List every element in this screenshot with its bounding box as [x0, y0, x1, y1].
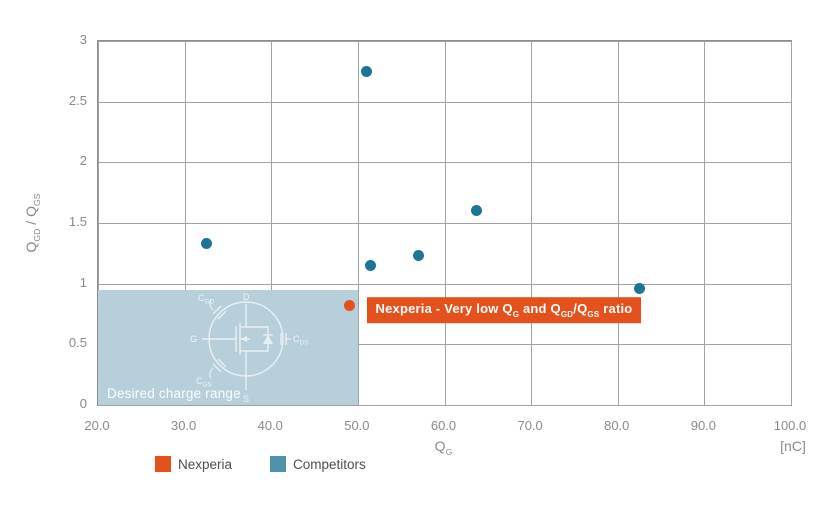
x-tick-label: 40.0	[257, 418, 283, 433]
horizontal-gridline	[98, 41, 791, 42]
cds-capacitor-icon	[280, 332, 291, 345]
mosfet-capacitance-diagram: D G S CGD CGS CDS	[190, 292, 309, 404]
competitors-data-point	[200, 238, 212, 250]
x-axis-title: QG	[434, 438, 453, 457]
horizontal-gridline	[98, 283, 791, 285]
vertical-gridline	[791, 41, 792, 405]
x-tick-label: 50.0	[344, 418, 370, 433]
horizontal-gridline	[98, 405, 791, 406]
desired-charge-range-label: Desired charge range	[107, 385, 241, 401]
y-tick-label: 2	[79, 153, 87, 169]
legend-label: Nexperia	[178, 456, 233, 472]
competitors-data-point	[633, 283, 645, 295]
drain-label: D	[243, 292, 250, 302]
x-tick-label: 90.0	[690, 418, 717, 433]
competitors-data-point	[365, 259, 377, 271]
competitors-data-point	[471, 205, 483, 217]
x-tick-label: 80.0	[604, 418, 630, 433]
horizontal-gridline	[98, 223, 791, 224]
competitors-legend-swatch	[270, 456, 287, 472]
nexperia-data-point	[343, 300, 355, 311]
legend: Nexperia Competitors	[155, 456, 366, 472]
horizontal-gridline	[98, 101, 791, 103]
cgs-capacitor-icon	[209, 358, 227, 379]
y-tick-label: 1.5	[68, 214, 87, 229]
x-axis-unit: [nC]	[780, 438, 806, 454]
x-tick-label: 20.0	[84, 418, 110, 433]
y-tick-label: 3	[79, 32, 87, 47]
nexperia-legend-swatch	[155, 456, 171, 472]
x-tick-label: 30.0	[170, 418, 197, 433]
x-tick-label: 100.0	[773, 418, 807, 433]
cgd-label: CGD	[198, 293, 215, 306]
source-label: S	[243, 394, 249, 404]
cgd-capacitor-icon	[209, 299, 227, 320]
competitors-data-point	[413, 250, 424, 262]
plot-area: D G S CGD CGS CDS Desired charge range N…	[97, 40, 792, 406]
mosfet-symbol	[202, 299, 291, 390]
desired-charge-region: D G S CGD CGS CDS Desired charge range	[98, 289, 358, 405]
competitors-data-point	[361, 65, 373, 77]
x-tick-label: 60.0	[430, 418, 457, 433]
legend-item-nexperia: Nexperia	[155, 456, 232, 472]
y-tick-label: 2.5	[68, 92, 87, 108]
cgs-label: CGS	[196, 376, 213, 389]
x-tick-label: 70.0	[517, 418, 543, 433]
nexperia-annotation: Nexperia - Very low QG and QGD/QGS ratio	[366, 297, 642, 324]
legend-item-competitors: Competitors	[270, 456, 366, 472]
y-tick-label: 0	[79, 396, 87, 411]
y-tick-label: 1	[79, 274, 87, 290]
horizontal-gridline	[98, 162, 791, 164]
y-tick-label: 0.5	[68, 335, 87, 351]
cds-label: CDS	[293, 334, 309, 347]
horizontal-gridline	[98, 344, 791, 346]
gate-label: G	[190, 334, 197, 344]
legend-label: Competitors	[293, 456, 366, 472]
